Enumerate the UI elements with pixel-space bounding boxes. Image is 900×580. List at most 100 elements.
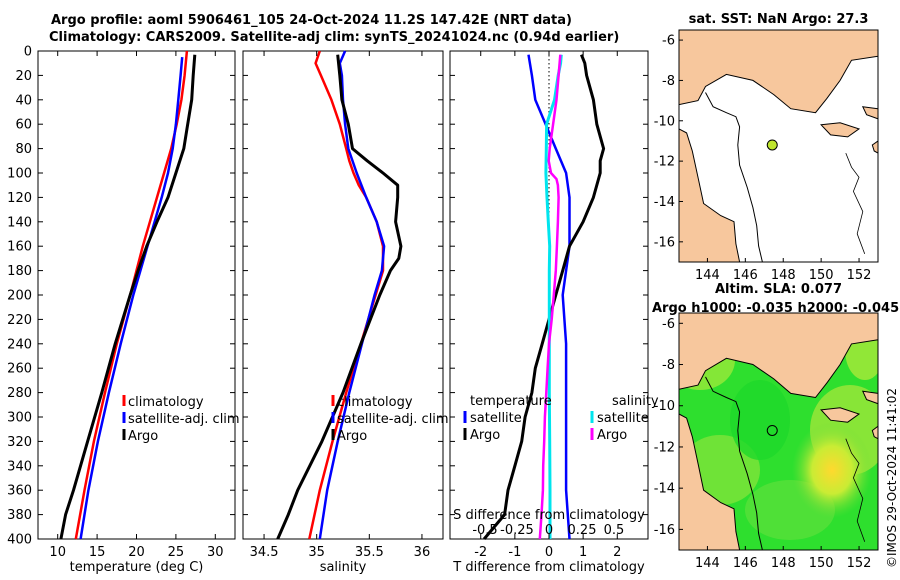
land-4 xyxy=(871,140,878,154)
land-2 xyxy=(820,407,861,423)
y-tick-label: 180 xyxy=(7,264,32,279)
map-y-tick-label: -16 xyxy=(654,235,675,250)
top-tick-label: -0.25 xyxy=(500,523,534,538)
sst-map xyxy=(678,29,879,263)
y-tick-label: 160 xyxy=(7,240,32,255)
legend-label: climatology xyxy=(128,395,204,410)
x-axis-label: salinity xyxy=(320,560,367,575)
map-x-tick-label: 150 xyxy=(809,268,834,283)
map-content xyxy=(679,30,878,262)
map-title: Argo h1000: -0.035 h2000: -0.045 xyxy=(652,301,899,316)
map-y-tick-label: -6 xyxy=(662,34,675,49)
top-tick-label: -0.5 xyxy=(472,523,497,538)
x-tick-label: 2 xyxy=(613,545,621,560)
y-tick-label: 340 xyxy=(7,459,32,474)
map-frame xyxy=(678,29,879,263)
sla-map xyxy=(678,312,879,551)
x-tick-label: 25 xyxy=(168,545,185,560)
top-tick-label: 0 xyxy=(545,523,553,538)
difference-profile xyxy=(449,50,649,540)
series-argo xyxy=(59,54,197,540)
land-0 xyxy=(679,30,878,114)
series-salinity-argo xyxy=(538,54,562,540)
y-tick-label: 60 xyxy=(15,118,32,133)
land-1 xyxy=(679,128,741,262)
land-4 xyxy=(871,425,878,440)
map-title: Altim. SLA: 0.077 xyxy=(715,282,842,297)
map-y-tick-label: -12 xyxy=(654,440,675,455)
legend-label: satellite-adj. clim xyxy=(337,412,449,427)
map-y-tick-label: -8 xyxy=(662,358,675,373)
map-x-tick-label: 146 xyxy=(733,556,758,571)
legend-label: climatology xyxy=(337,395,413,410)
y-tick-label: 80 xyxy=(15,142,32,157)
x-tick-label: 20 xyxy=(128,545,145,560)
y-tick-label: 380 xyxy=(7,508,32,523)
y-tick-label: 400 xyxy=(7,533,32,548)
map-content xyxy=(679,313,878,550)
land-2 xyxy=(820,122,861,138)
land-3 xyxy=(861,390,878,405)
map-y-tick-label: -12 xyxy=(654,155,675,170)
y-tick-label: 300 xyxy=(7,411,32,426)
series-climatology xyxy=(74,50,189,540)
argo-position-marker xyxy=(766,139,778,151)
legend-label: Argo xyxy=(597,428,627,443)
legend-label: satellite-adj. clim xyxy=(128,412,240,427)
x-tick-label: 1 xyxy=(579,545,587,560)
x-tick-label: 10 xyxy=(49,545,66,560)
map-x-tick-label: 152 xyxy=(847,556,872,571)
y-tick-label: 120 xyxy=(7,191,32,206)
y-tick-label: 100 xyxy=(7,167,32,182)
salinity-profile xyxy=(242,50,444,540)
x-tick-label: 35.5 xyxy=(355,545,384,560)
series-salinity-satellite xyxy=(544,54,563,539)
legend-title-temperature: temperature xyxy=(470,394,552,409)
map-y-tick-label: -16 xyxy=(654,523,675,538)
map-title: sat. SST: NaN Argo: 27.3 xyxy=(689,12,869,27)
temperature-profile xyxy=(37,50,236,540)
series-temperature-satellite xyxy=(527,54,571,540)
y-tick-label: 360 xyxy=(7,484,32,499)
x-tick-label: 15 xyxy=(89,545,106,560)
y-tick-label: 20 xyxy=(15,69,32,84)
map-x-tick-label: 148 xyxy=(771,268,796,283)
map-x-tick-label: 148 xyxy=(771,556,796,571)
top-tick-label: 0.5 xyxy=(604,523,625,538)
x-axis-label: temperature (deg C) xyxy=(70,560,204,575)
plot-frame xyxy=(37,50,236,540)
x-tick-label: 36 xyxy=(414,545,431,560)
land-1 xyxy=(679,413,741,550)
legend-label: Argo xyxy=(337,429,367,444)
series-argo xyxy=(276,54,403,540)
top-tick-label: 0.25 xyxy=(568,523,597,538)
map-x-tick-label: 152 xyxy=(847,268,872,283)
reef-contour xyxy=(845,438,866,542)
y-tick-label: 260 xyxy=(7,362,32,377)
chart-title-line2: Climatology: CARS2009. Satellite-adj cli… xyxy=(49,30,620,45)
y-tick-label: 0 xyxy=(24,45,32,60)
map-y-tick-label: -10 xyxy=(654,114,675,129)
map-y-tick-label: -6 xyxy=(662,317,675,332)
map-x-tick-label: 150 xyxy=(809,556,834,571)
y-tick-label: 40 xyxy=(15,93,32,108)
reef-contour xyxy=(845,152,866,255)
plot-frame xyxy=(242,50,444,540)
map-y-tick-label: -14 xyxy=(654,195,675,210)
shelf-contour xyxy=(705,376,763,550)
credit-text: ©IMOS 29-Oct-2024 11:41:02 xyxy=(885,388,899,568)
chart-title-line1: Argo profile: aoml 5906461_105 24-Oct-20… xyxy=(51,13,572,28)
top-axis-label: S difference from climatology xyxy=(453,508,645,523)
y-tick-label: 220 xyxy=(7,313,32,328)
y-tick-label: 240 xyxy=(7,337,32,352)
series-temperature-argo xyxy=(482,54,606,540)
map-y-tick-label: -14 xyxy=(654,482,675,497)
shelf-contour xyxy=(705,92,763,262)
legend-label: Argo xyxy=(128,429,158,444)
map-y-tick-label: -10 xyxy=(654,399,675,414)
map-x-tick-label: 144 xyxy=(695,268,720,283)
legend-label: satellite xyxy=(470,411,522,426)
y-tick-label: 280 xyxy=(7,386,32,401)
sla-high xyxy=(792,422,872,518)
